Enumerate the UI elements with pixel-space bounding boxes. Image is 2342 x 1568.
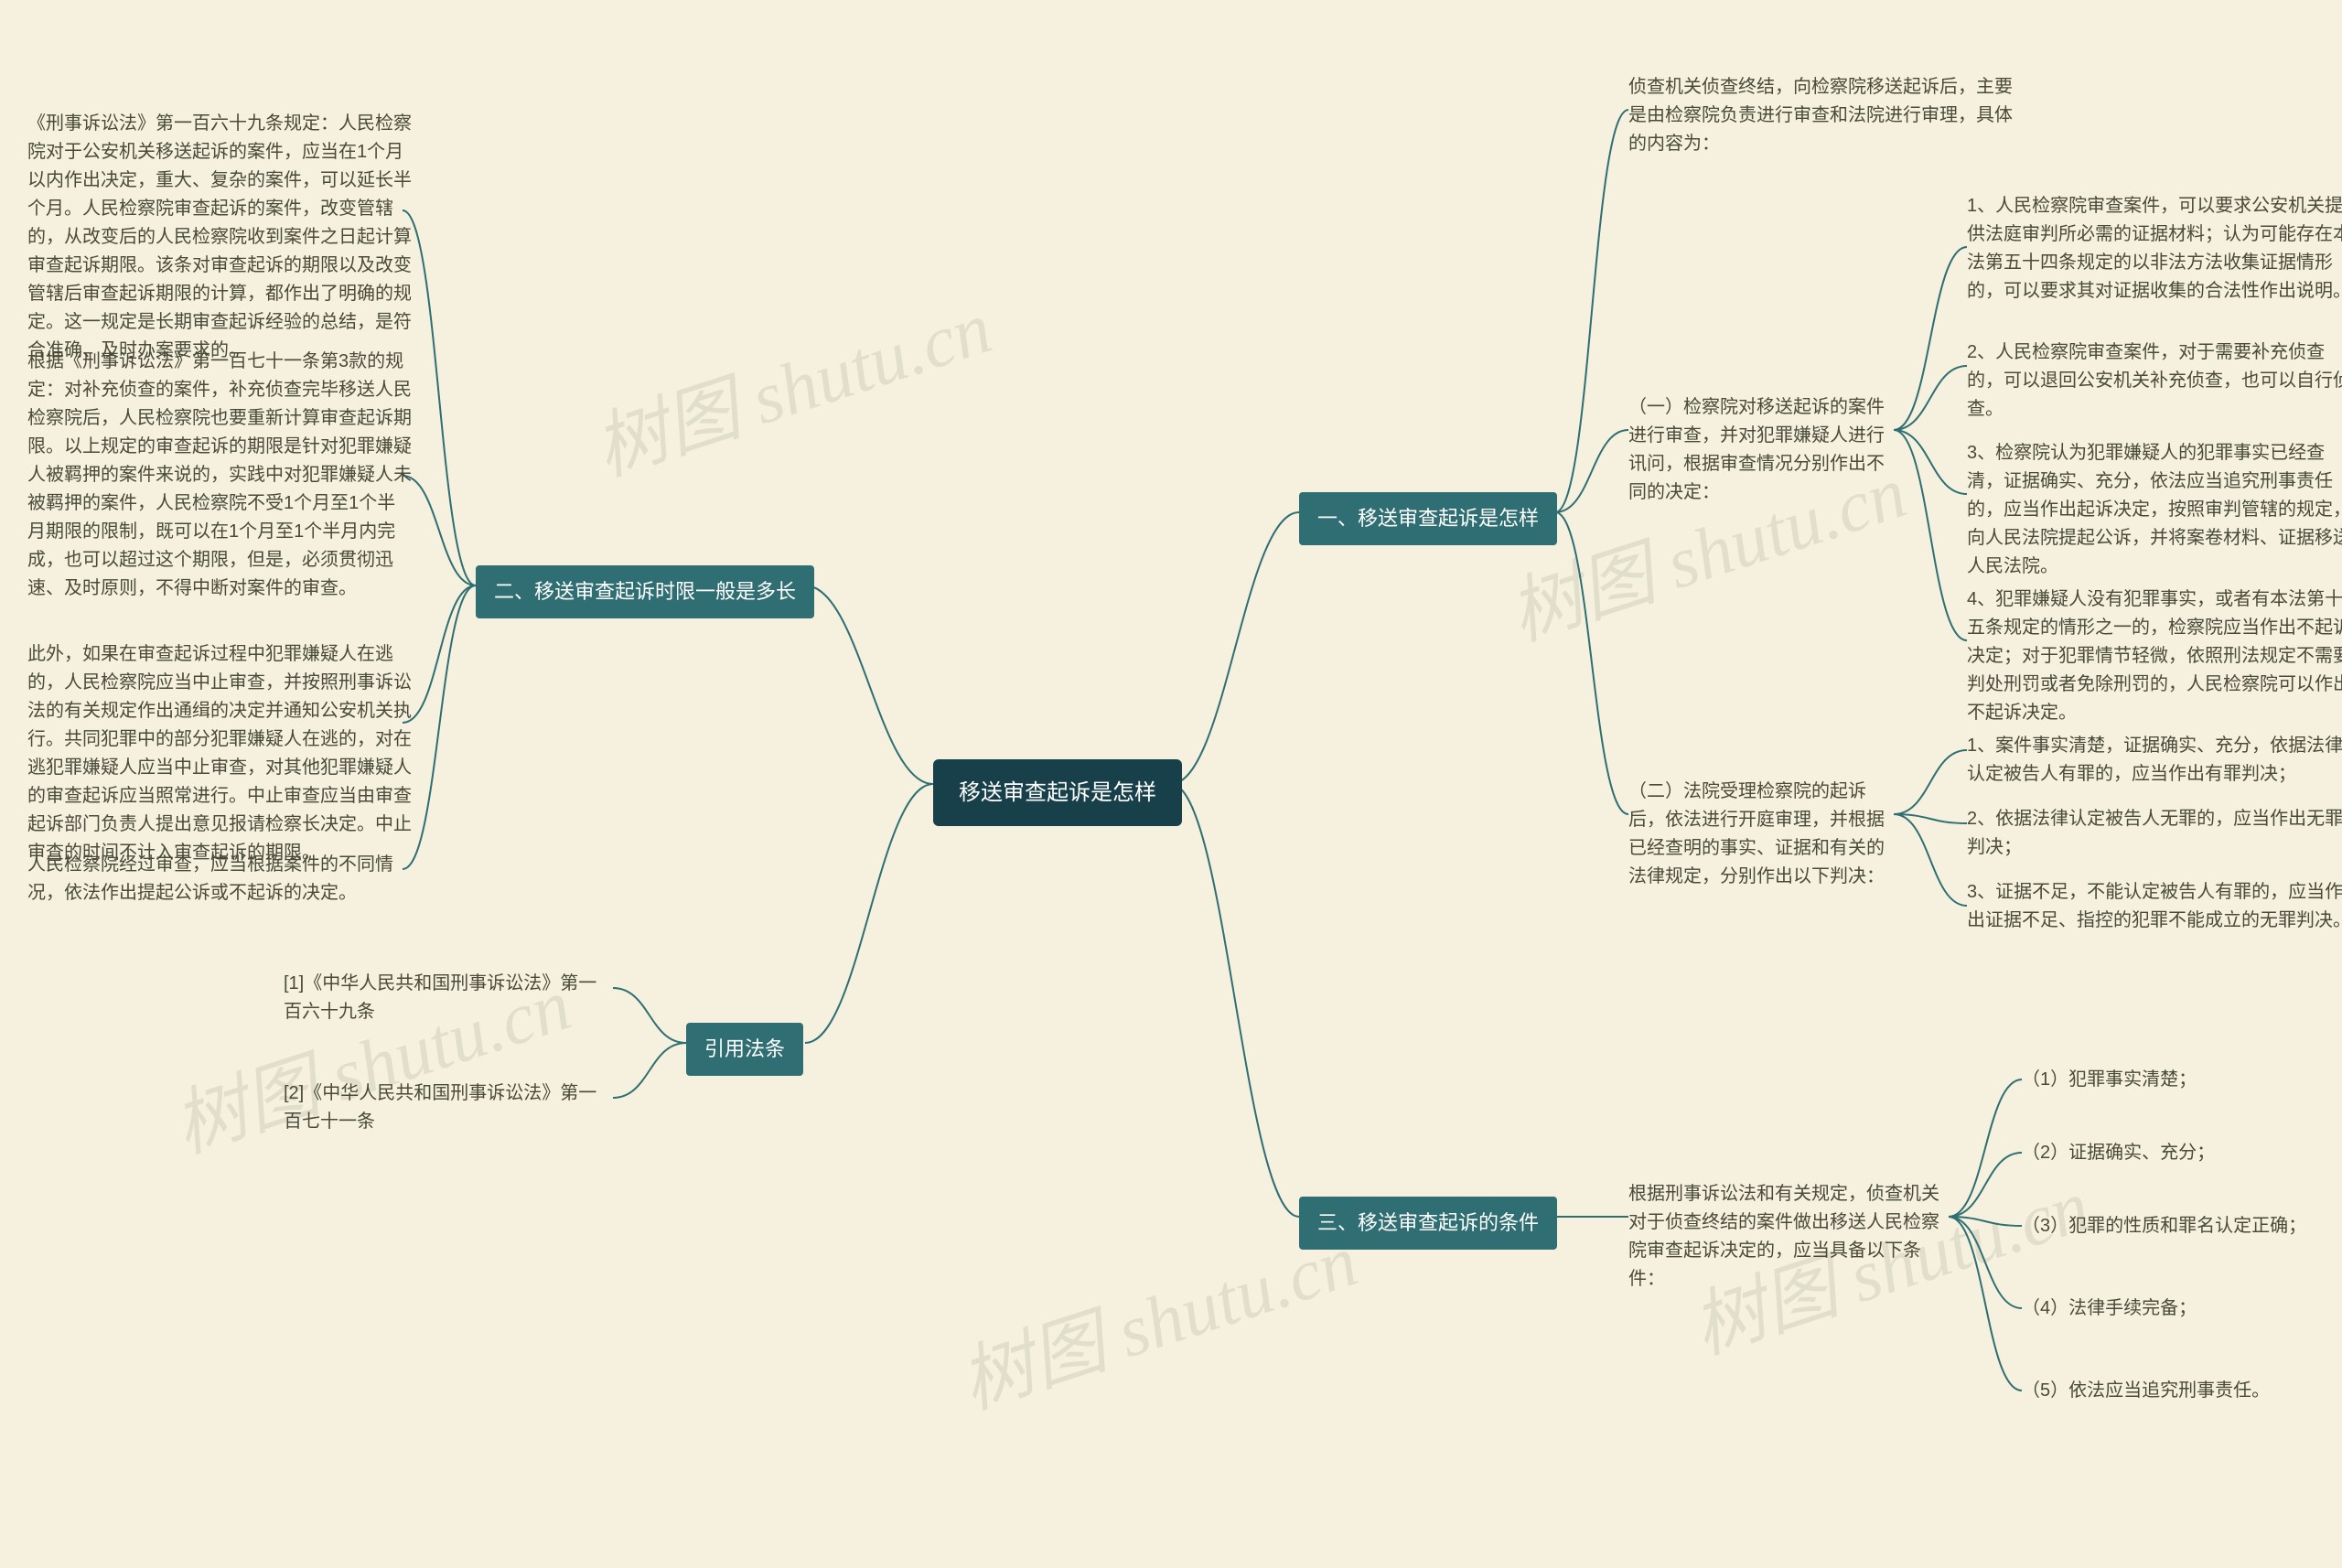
branch-1-child-1-leaf-2: 3、检察院认为犯罪嫌疑人的犯罪事实已经查清，证据确实、充分，依法应当追究刑事责任…	[1967, 439, 2342, 581]
branch-cite: 引用法条	[686, 1023, 803, 1076]
branch-1-child-1-leaf-0: 1、人民检察院审查案件，可以要求公安机关提供法庭审判所必需的证据材料；认为可能存…	[1967, 192, 2342, 306]
root-node: 移送审查起诉是怎样	[933, 759, 1182, 826]
watermark: 树图 shutu.cn	[579, 268, 1003, 496]
branch-2-leaf-0: 《刑事诉讼法》第一百六十九条规定：人民检察院对于公安机关移送起诉的案件，应当在1…	[27, 110, 412, 365]
branch-2-leaf-2: 此外，如果在审查起诉过程中犯罪嫌疑人在逃的，人民检察院应当中止审查，并按照刑事诉…	[27, 640, 412, 867]
cite-leaf-1: [2]《中华人民共和国刑事诉讼法》第一百七十一条	[284, 1079, 613, 1136]
branch-1-child-1-leaf-1: 2、人民检察院审查案件，对于需要补充侦查的，可以退回公安机关补充侦查，也可以自行…	[1967, 338, 2342, 424]
branch-1-child-1-leaf-3: 4、犯罪嫌疑人没有犯罪事实，或者有本法第十五条规定的情形之一的，检察院应当作出不…	[1967, 585, 2342, 727]
branch-3-leaf-2: （3）犯罪的性质和罪名认定正确；	[2022, 1212, 2315, 1240]
branch-3: 三、移送审查起诉的条件	[1299, 1197, 1557, 1250]
branch-1: 一、移送审查起诉是怎样	[1299, 492, 1557, 545]
branch-2-leaf-1: 根据《刑事诉讼法》第一百七十一条第3款的规定：对补充侦查的案件，补充侦查完毕移送…	[27, 348, 412, 603]
branch-1-child-2-leaf-0: 1、案件事实清楚，证据确实、充分，依据法律认定被告人有罪的，应当作出有罪判决；	[1967, 732, 2342, 789]
branch-3-leaf-0: （1）犯罪事实清楚；	[2022, 1066, 2260, 1094]
branch-3-child-0: 根据刑事诉讼法和有关规定，侦查机关对于侦查终结的案件做出移送人民检察院审查起诉决…	[1628, 1180, 1939, 1294]
branch-2: 二、移送审查起诉时限一般是多长	[476, 565, 814, 618]
branch-2-leaf-3: 人民检察院经过审查，应当根据案件的不同情况，依法作出提起公诉或不起诉的决定。	[27, 851, 412, 908]
branch-1-child-2-leaf-2: 3、证据不足，不能认定被告人有罪的，应当作出证据不足、指控的犯罪不能成立的无罪判…	[1967, 878, 2342, 935]
branch-1-child-2-leaf-1: 2、依据法律认定被告人无罪的，应当作出无罪判决；	[1967, 805, 2342, 862]
branch-3-leaf-1: （2）证据确实、充分；	[2022, 1139, 2260, 1167]
cite-leaf-0: [1]《中华人民共和国刑事诉讼法》第一百六十九条	[284, 970, 613, 1026]
branch-1-child-1: （一）检察院对移送起诉的案件进行审查，并对犯罪嫌疑人进行讯问，根据审查情况分别作…	[1628, 393, 1885, 507]
branch-3-leaf-3: （4）法律手续完备；	[2022, 1294, 2260, 1323]
branch-1-child-0: 侦查机关侦查终结，向检察院移送起诉后，主要是由检察院负责进行审查和法院进行审理，…	[1628, 73, 2013, 158]
branch-1-child-2: （二）法院受理检察院的起诉后，依法进行开庭审理，并根据已经查明的事实、证据和有关…	[1628, 778, 1885, 891]
branch-3-leaf-4: （5）依法应当追究刑事责任。	[2022, 1377, 2315, 1405]
